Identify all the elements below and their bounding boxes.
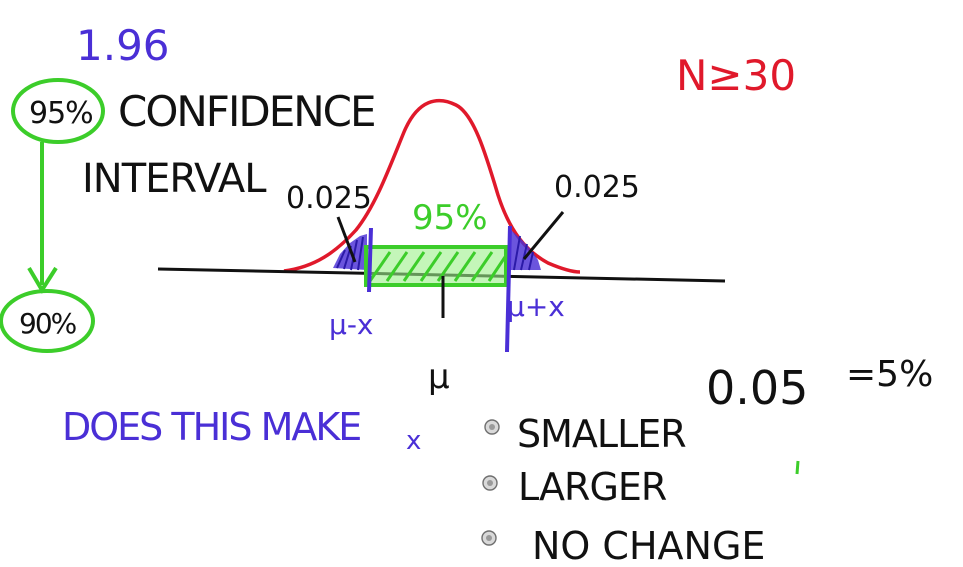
stray-mark xyxy=(795,460,800,475)
confidence-circle xyxy=(11,78,105,144)
question-text: DOES THIS MAKE xyxy=(62,405,360,449)
z-value: 1.96 xyxy=(76,21,170,70)
left-tail-hatch xyxy=(336,236,364,271)
heading-line1: CONFIDENCE xyxy=(118,87,375,136)
option-larger-radio-inner xyxy=(487,480,493,486)
option-no-change-radio-inner xyxy=(486,535,492,541)
lower-bound-tick xyxy=(367,227,373,293)
question-variable: x xyxy=(406,426,421,456)
left-tail-label: 0.025 xyxy=(286,181,372,216)
sample-condition: N≥30 xyxy=(676,51,796,100)
center-pct: 95% xyxy=(412,198,488,238)
option-smaller-label: SMALLER xyxy=(517,412,686,456)
mean-label: μ xyxy=(428,357,450,397)
right-tail-label: 0.025 xyxy=(554,170,640,205)
bell-curve xyxy=(283,98,581,274)
alpha-equals: =5% xyxy=(846,354,933,395)
heading-line2: INTERVAL xyxy=(82,156,267,202)
option-larger-label: LARGER xyxy=(518,465,667,509)
lower-confidence-circle xyxy=(0,289,95,353)
upper-bound-label: μ+x xyxy=(507,290,565,323)
option-larger[interactable]: LARGER xyxy=(482,465,668,509)
upper-bound-tick xyxy=(505,225,512,353)
lower-confidence-pct: 90% xyxy=(19,307,77,340)
option-smaller-radio-inner xyxy=(489,424,495,430)
left-tail-pointer xyxy=(336,216,357,263)
confidence-pct: 95% xyxy=(29,96,93,131)
central-band-hatch xyxy=(368,251,507,282)
lower-bound-label: μ-x xyxy=(329,308,374,341)
option-smaller[interactable]: SMALLER xyxy=(484,412,687,456)
option-no-change-label: NO CHANGE xyxy=(532,524,765,567)
option-no-change[interactable]: NO CHANGE xyxy=(481,524,765,567)
right-tail-pointer xyxy=(522,211,565,260)
alpha-value: 0.05 xyxy=(706,361,808,415)
